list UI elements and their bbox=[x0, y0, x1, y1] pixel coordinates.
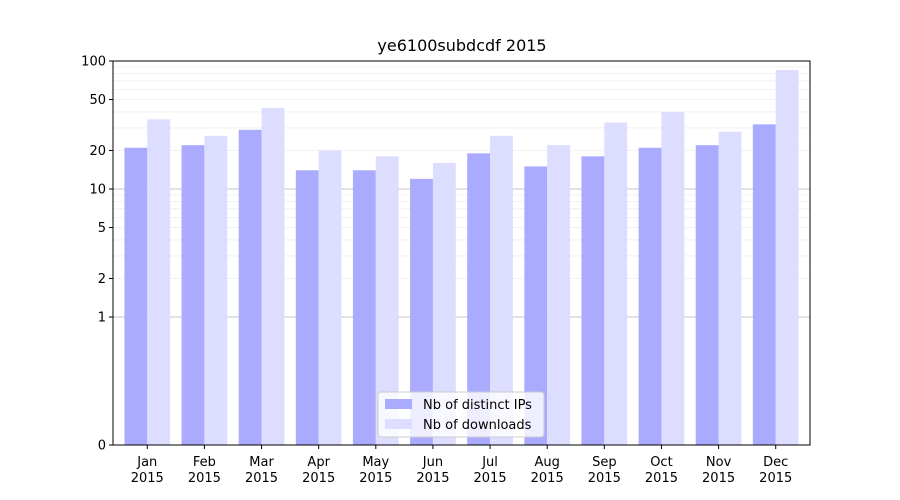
bar bbox=[261, 107, 285, 445]
bar bbox=[661, 111, 685, 446]
chart-title: ye6100subdcdf 2015 bbox=[377, 36, 546, 55]
x-tick-label-year: 2015 bbox=[759, 471, 792, 486]
x-tick-label-year: 2015 bbox=[702, 471, 735, 486]
bar bbox=[375, 156, 399, 445]
x-tick-label-year: 2015 bbox=[416, 471, 449, 486]
bar bbox=[238, 129, 262, 445]
y-tick-label: 100 bbox=[81, 55, 106, 70]
x-tick-label-month: Jun bbox=[422, 455, 443, 470]
x-tick-label-year: 2015 bbox=[474, 471, 507, 486]
y-tick-label: 50 bbox=[89, 93, 106, 108]
x-axis: Jan2015Feb2015Mar2015Apr2015May2015Jun20… bbox=[131, 445, 792, 486]
bar bbox=[604, 122, 628, 445]
y-tick-label: 2 bbox=[98, 272, 106, 287]
bar bbox=[295, 170, 319, 446]
bar bbox=[147, 119, 171, 446]
plot-frame bbox=[112, 60, 811, 446]
x-tick-label-month: Apr bbox=[307, 455, 330, 470]
x-tick-label-year: 2015 bbox=[359, 471, 392, 486]
x-tick-label-month: Aug bbox=[535, 455, 560, 470]
legend-swatch bbox=[385, 399, 412, 409]
y-axis: 0 1 2 5 10 20 50 100 bbox=[81, 55, 113, 454]
x-tick-label-month: Jan bbox=[136, 455, 157, 470]
grid-lines bbox=[113, 66, 810, 318]
bar bbox=[581, 156, 605, 445]
bar bbox=[467, 153, 491, 446]
bars bbox=[124, 70, 799, 446]
bar bbox=[775, 70, 799, 446]
bar bbox=[718, 131, 742, 445]
bar bbox=[490, 135, 513, 445]
x-tick-label-year: 2015 bbox=[188, 471, 221, 486]
legend-label: Nb of distinct IPs bbox=[423, 398, 532, 413]
legend: Nb of distinct IPs Nb of downloads bbox=[377, 391, 545, 438]
bar bbox=[204, 135, 228, 445]
x-tick-label-year: 2015 bbox=[245, 471, 278, 486]
y-tick-label: 20 bbox=[89, 144, 106, 159]
bar bbox=[352, 170, 376, 446]
x-tick-label-year: 2015 bbox=[645, 471, 678, 486]
bar bbox=[638, 147, 662, 446]
bar bbox=[410, 178, 433, 445]
x-tick-label-month: Feb bbox=[193, 455, 216, 470]
x-tick-label-month: Mar bbox=[249, 455, 274, 470]
y-tick-label: 0 bbox=[98, 439, 106, 454]
y-tick-label: 1 bbox=[98, 311, 106, 326]
x-tick-label-month: Jul bbox=[481, 455, 498, 470]
y-tick-label: 10 bbox=[89, 183, 106, 198]
x-tick-label-year: 2015 bbox=[131, 471, 164, 486]
legend-label: Nb of downloads bbox=[423, 418, 532, 433]
x-tick-label-month: Sep bbox=[592, 455, 617, 470]
legend-swatch bbox=[385, 419, 412, 429]
bar bbox=[124, 147, 148, 446]
bar bbox=[695, 145, 719, 445]
bar bbox=[752, 124, 776, 445]
x-tick-label-month: Oct bbox=[650, 455, 672, 470]
bar bbox=[181, 145, 205, 445]
bar bbox=[432, 162, 456, 446]
x-tick-label-month: May bbox=[362, 455, 389, 470]
bar bbox=[524, 166, 548, 445]
legend-box bbox=[377, 391, 545, 438]
bar bbox=[318, 150, 342, 446]
bar bbox=[547, 145, 571, 445]
x-tick-label-year: 2015 bbox=[302, 471, 335, 486]
x-tick-label-year: 2015 bbox=[588, 471, 621, 486]
x-tick-label-month: Dec bbox=[763, 455, 788, 470]
y-tick-label: 5 bbox=[98, 221, 106, 236]
x-tick-label-month: Nov bbox=[706, 455, 732, 470]
x-tick-label-year: 2015 bbox=[531, 471, 564, 486]
